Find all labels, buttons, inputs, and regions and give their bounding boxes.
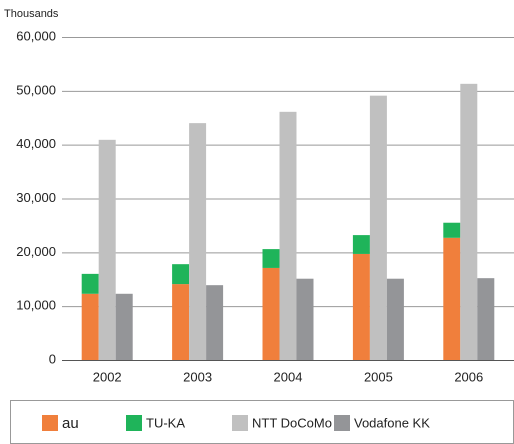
bar <box>262 267 280 360</box>
bar <box>115 293 133 360</box>
bar <box>386 278 404 360</box>
y-tick-label: 50,000 <box>16 82 56 97</box>
y-tick-label: 30,000 <box>16 190 56 205</box>
bar <box>189 123 207 360</box>
x-tick-label: 2002 <box>93 369 122 384</box>
legend-swatch <box>334 415 350 431</box>
y-tick-label: 40,000 <box>16 136 56 151</box>
bar <box>443 222 461 238</box>
y-tick-label: 20,000 <box>16 244 56 259</box>
bar <box>206 285 224 360</box>
bar <box>279 111 297 360</box>
legend-swatch <box>232 415 248 431</box>
legend-swatch <box>126 415 142 431</box>
legend-swatch <box>42 415 58 431</box>
y-tick-label: 60,000 <box>16 28 56 43</box>
x-tick-label: 2006 <box>454 369 483 384</box>
legend-label: TU-KA <box>146 415 185 430</box>
bar <box>369 95 387 360</box>
bar <box>81 273 99 294</box>
bar <box>443 237 461 360</box>
bar <box>352 253 370 360</box>
bar <box>296 278 314 360</box>
x-tick-label: 2004 <box>274 369 303 384</box>
y-tick-label: 0 <box>49 351 56 366</box>
bar <box>352 235 370 254</box>
y-axis-label: Thousands <box>4 8 59 20</box>
x-tick-label: 2003 <box>183 369 212 384</box>
bar <box>262 249 280 268</box>
bar <box>81 293 99 360</box>
bar <box>460 83 478 361</box>
x-tick-label: 2005 <box>364 369 393 384</box>
legend-label: NTT DoCoMo <box>252 415 332 430</box>
bar <box>172 264 190 285</box>
bar <box>477 278 495 360</box>
y-tick-label: 10,000 <box>16 298 56 313</box>
legend-label: au <box>62 415 79 432</box>
bar <box>98 139 116 360</box>
legend-label: Vodafone KK <box>354 415 430 430</box>
bar <box>172 284 190 360</box>
